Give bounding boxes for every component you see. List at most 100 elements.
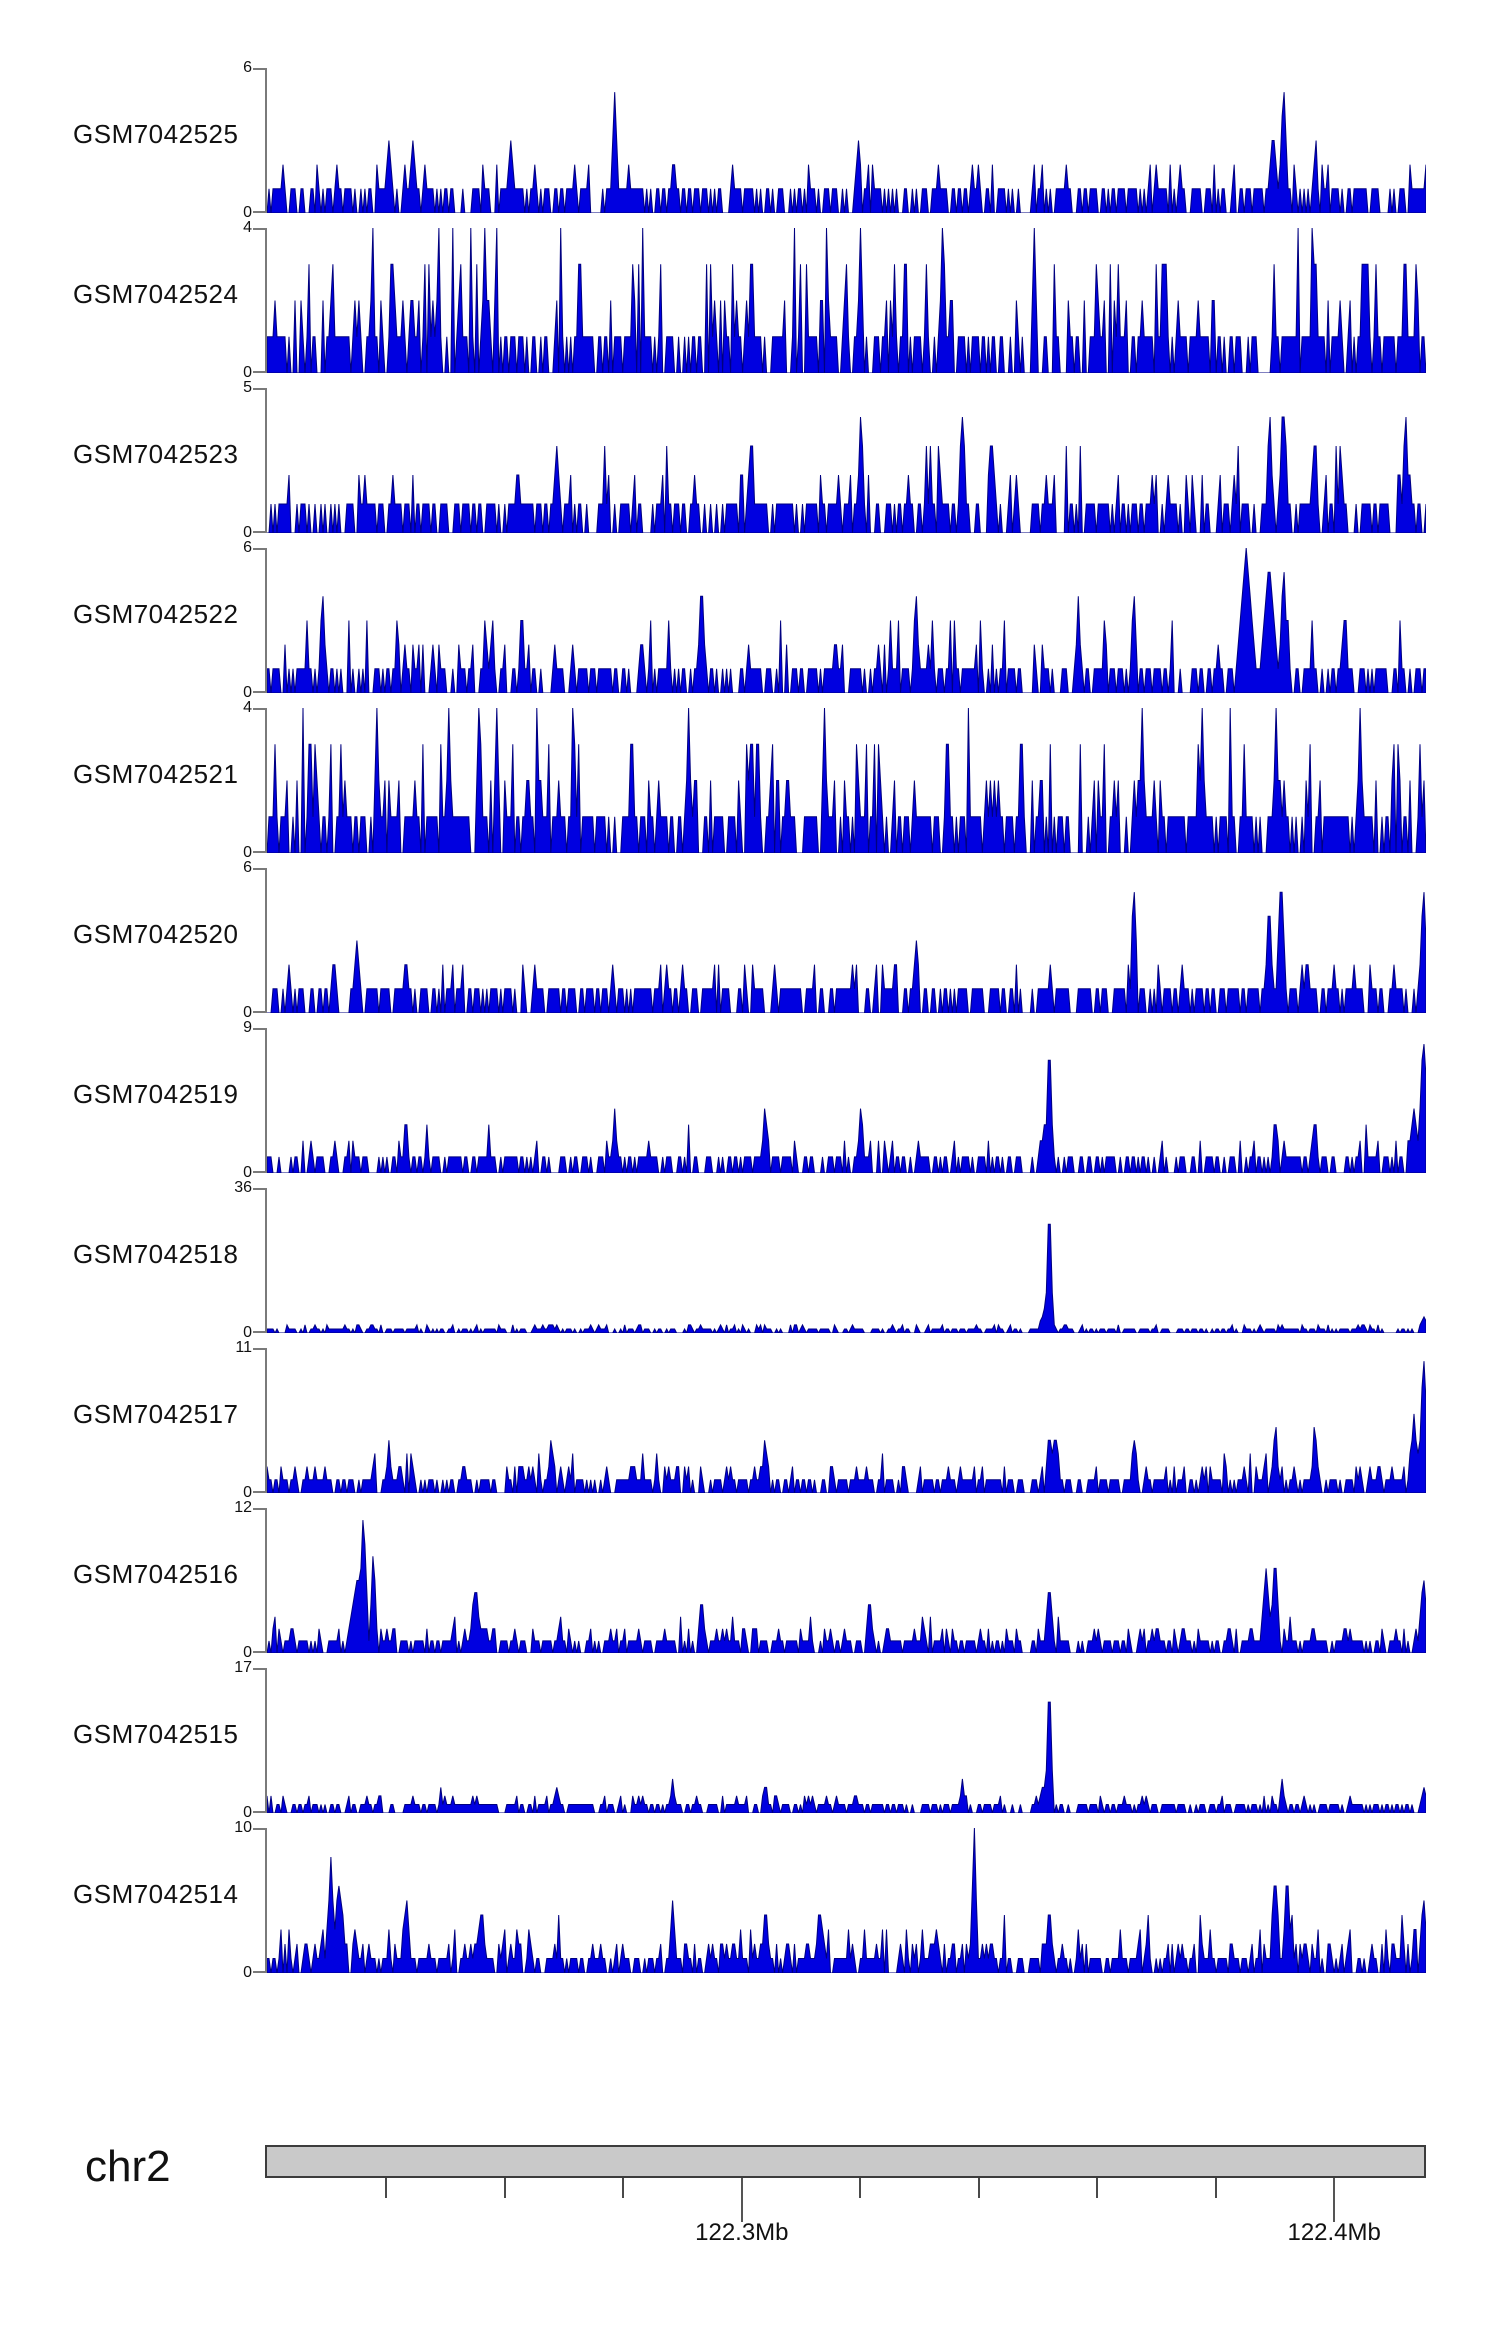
track-label: GSM7042525 bbox=[73, 119, 239, 149]
track-label: GSM7042520 bbox=[73, 919, 239, 949]
y-axis-max-label: 10 bbox=[234, 1819, 252, 1836]
y-axis-max-label: 9 bbox=[243, 1019, 252, 1036]
signal-path bbox=[267, 92, 1426, 213]
y-axis-tick-top bbox=[253, 1188, 266, 1190]
y-axis-zero-label: 0 bbox=[243, 1164, 252, 1181]
y-axis-max-label: 36 bbox=[234, 1179, 252, 1196]
y-axis-tick-bottom bbox=[253, 371, 266, 373]
y-axis-max-label: 17 bbox=[234, 1659, 252, 1676]
track-label: GSM7042517 bbox=[73, 1399, 239, 1429]
y-axis-tick-top bbox=[253, 228, 266, 230]
y-axis-line bbox=[265, 1508, 267, 1653]
signal-area-chart bbox=[267, 92, 1426, 213]
signal-area-chart bbox=[267, 1701, 1426, 1813]
ruler-label: 122.4Mb bbox=[1287, 2219, 1381, 2246]
y-axis-zero-label: 0 bbox=[243, 204, 252, 221]
track-row: GSM7042524 4 0 bbox=[0, 220, 1500, 388]
y-axis-tick-top bbox=[253, 868, 266, 870]
y-axis-line bbox=[265, 388, 267, 533]
signal-area-chart bbox=[267, 891, 1426, 1013]
y-axis-line bbox=[265, 548, 267, 693]
y-axis-tick-bottom bbox=[253, 1331, 266, 1333]
track-row: GSM7042521 4 0 bbox=[0, 700, 1500, 868]
track-label: GSM7042519 bbox=[73, 1079, 239, 1109]
y-axis-line bbox=[265, 708, 267, 853]
track-row: GSM7042523 5 0 bbox=[0, 380, 1500, 548]
signal-area-chart bbox=[267, 228, 1426, 373]
signal-area-chart bbox=[267, 548, 1426, 693]
chromosome-ideogram-bar bbox=[265, 2145, 1426, 2178]
ruler-tick bbox=[1096, 2178, 1099, 2198]
track-label: GSM7042514 bbox=[73, 1879, 239, 1909]
y-axis-tick-bottom bbox=[253, 851, 266, 853]
y-axis-tick-bottom bbox=[253, 1651, 266, 1653]
y-axis-tick-top bbox=[253, 68, 266, 70]
signal-area-chart bbox=[267, 416, 1426, 533]
y-axis-zero-label: 0 bbox=[243, 1644, 252, 1661]
track-row: GSM7042525 6 0 bbox=[0, 60, 1500, 228]
y-axis-tick-bottom bbox=[253, 691, 266, 693]
y-axis-tick-bottom bbox=[253, 1011, 266, 1013]
y-axis-zero-label: 0 bbox=[243, 1004, 252, 1021]
y-axis-zero-label: 0 bbox=[243, 684, 252, 701]
y-axis-zero-label: 0 bbox=[243, 364, 252, 381]
track-row: GSM7042520 6 0 bbox=[0, 860, 1500, 1028]
track-row: GSM7042516 12 0 bbox=[0, 1500, 1500, 1668]
y-axis-tick-top bbox=[253, 1348, 266, 1350]
track-label: GSM7042522 bbox=[73, 599, 239, 629]
signal-path bbox=[267, 1044, 1426, 1173]
chromosome-label: chr2 bbox=[85, 2142, 171, 2191]
track-row: GSM7042517 11 0 bbox=[0, 1340, 1500, 1508]
signal-area-chart bbox=[267, 1361, 1426, 1493]
signal-path bbox=[267, 1361, 1426, 1493]
signal-path bbox=[267, 228, 1426, 373]
y-axis-tick-top bbox=[253, 1828, 266, 1830]
ruler-tick bbox=[859, 2178, 862, 2198]
signal-area-chart bbox=[267, 1044, 1426, 1173]
y-axis-tick-bottom bbox=[253, 1971, 266, 1973]
y-axis-line bbox=[265, 68, 267, 213]
y-axis-zero-label: 0 bbox=[243, 1324, 252, 1341]
y-axis-tick-top bbox=[253, 1028, 266, 1030]
ruler-label: 122.3Mb bbox=[695, 2219, 789, 2246]
y-axis-tick-bottom bbox=[253, 211, 266, 213]
y-axis-max-label: 6 bbox=[243, 59, 252, 76]
signal-area-chart bbox=[267, 708, 1426, 853]
y-axis-max-label: 6 bbox=[243, 539, 252, 556]
signal-area-chart bbox=[267, 1520, 1426, 1653]
y-axis-max-label: 6 bbox=[243, 859, 252, 876]
signal-area-chart bbox=[267, 1828, 1426, 1973]
ruler-tick bbox=[385, 2178, 388, 2198]
y-axis-tick-bottom bbox=[253, 531, 266, 533]
y-axis-zero-label: 0 bbox=[243, 1964, 252, 1981]
ruler-tick bbox=[622, 2178, 625, 2198]
signal-path bbox=[267, 416, 1426, 533]
y-axis-tick-top bbox=[253, 1508, 266, 1510]
ruler-tick bbox=[1333, 2178, 1336, 2222]
track-row: GSM7042522 6 0 bbox=[0, 540, 1500, 708]
y-axis-line bbox=[265, 228, 267, 373]
signal-area-chart bbox=[267, 1223, 1426, 1333]
signal-path bbox=[267, 1828, 1426, 1973]
y-axis-tick-bottom bbox=[253, 1491, 266, 1493]
y-axis-max-label: 12 bbox=[234, 1499, 252, 1516]
y-axis-tick-bottom bbox=[253, 1171, 266, 1173]
y-axis-max-label: 4 bbox=[243, 699, 252, 716]
ruler-tick bbox=[740, 2178, 743, 2222]
y-axis-max-label: 5 bbox=[243, 379, 252, 396]
y-axis-line bbox=[265, 1348, 267, 1493]
track-row: GSM7042515 17 0 bbox=[0, 1660, 1500, 1828]
ruler-tick bbox=[1214, 2178, 1217, 2198]
track-row: GSM7042518 36 0 bbox=[0, 1180, 1500, 1348]
signal-path bbox=[267, 1223, 1426, 1333]
y-axis-line bbox=[265, 1828, 267, 1973]
track-label: GSM7042524 bbox=[73, 279, 239, 309]
signal-path bbox=[267, 548, 1426, 693]
track-label: GSM7042516 bbox=[73, 1559, 239, 1589]
y-axis-max-label: 4 bbox=[243, 219, 252, 236]
y-axis-tick-top bbox=[253, 708, 266, 710]
track-label: GSM7042515 bbox=[73, 1719, 239, 1749]
track-label: GSM7042523 bbox=[73, 439, 239, 469]
y-axis-tick-bottom bbox=[253, 1811, 266, 1813]
